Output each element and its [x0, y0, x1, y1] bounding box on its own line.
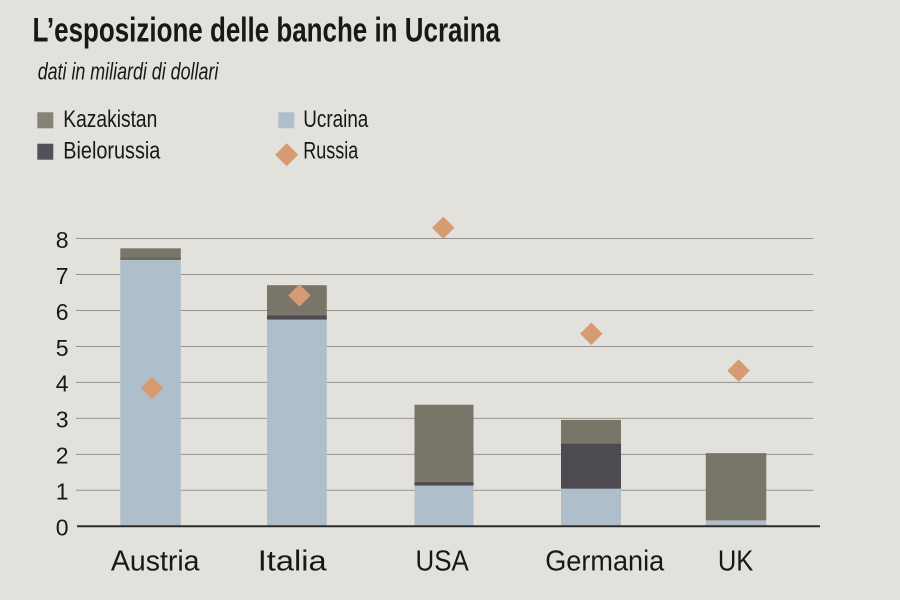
- svg-text:Germania: Germania: [545, 545, 665, 577]
- svg-text:2: 2: [56, 443, 69, 469]
- svg-text:USA: USA: [416, 545, 470, 577]
- svg-text:4: 4: [56, 371, 69, 397]
- svg-text:1: 1: [56, 479, 69, 505]
- svg-text:8: 8: [56, 227, 69, 253]
- svg-text:Bielorussia: Bielorussia: [63, 138, 161, 165]
- svg-text:3: 3: [56, 407, 69, 433]
- svg-text:L’esposizione delle banche in: L’esposizione delle banche in Ucraina: [33, 12, 501, 50]
- svg-text:dati in miliardi di dollari: dati in miliardi di dollari: [38, 58, 219, 85]
- svg-text:7: 7: [56, 263, 69, 289]
- svg-text:UK: UK: [718, 545, 754, 577]
- svg-text:5: 5: [56, 335, 69, 361]
- svg-text:0: 0: [56, 515, 69, 541]
- svg-text:6: 6: [56, 299, 69, 325]
- svg-text:Austria: Austria: [111, 545, 200, 577]
- svg-text:Ucraina: Ucraina: [303, 106, 369, 133]
- svg-text:Italia: Italia: [258, 545, 328, 577]
- svg-text:Kazakistan: Kazakistan: [63, 106, 157, 133]
- svg-text:Russia: Russia: [303, 138, 358, 165]
